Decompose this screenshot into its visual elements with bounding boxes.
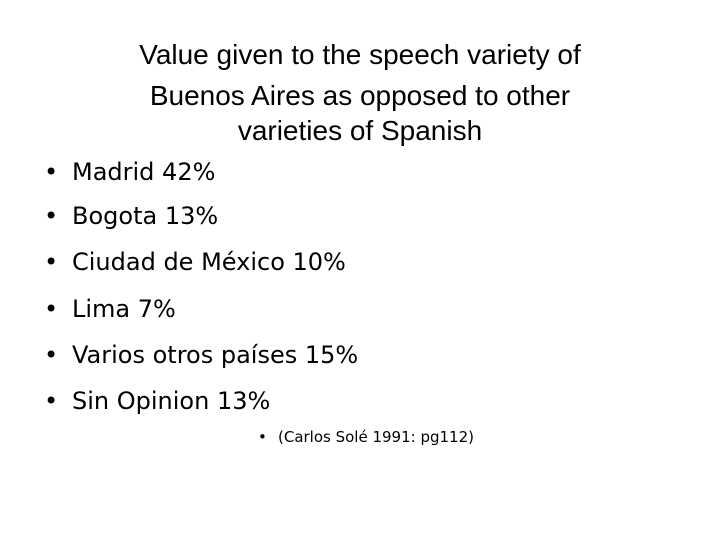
bullet-dot: • — [44, 295, 59, 323]
bullet-text: Sin Opinion 13% — [72, 387, 271, 415]
title-line: varieties of Spanish — [237, 115, 483, 146]
bullet-item: • Lima 7% — [44, 294, 176, 324]
bullet-text: Lima 7% — [72, 295, 176, 323]
bullet-dot: • — [44, 341, 59, 369]
title-line: Buenos Aires as opposed to other — [149, 80, 571, 111]
citation-text: (Carlos Solé 1991: pg112) — [278, 428, 474, 446]
bullet-dot: • — [44, 387, 59, 415]
title-line: Value given to the speech variety of — [139, 39, 581, 70]
bullet-item: • Madrid 42% — [44, 157, 215, 187]
bullet-text: Madrid 42% — [72, 158, 216, 186]
bullet-item: • Bogota 13% — [44, 201, 218, 231]
bullet-dot: • — [44, 248, 59, 276]
bullet-text: Bogota 13% — [72, 202, 219, 230]
bullet-dot: • — [44, 158, 59, 186]
citation: • (Carlos Solé 1991: pg112) — [258, 428, 474, 446]
bullet-item: • Sin Opinion 13% — [44, 386, 270, 416]
bullet-text: Ciudad de México 10% — [72, 248, 346, 276]
bullet-item: • Varios otros países 15% — [44, 340, 358, 370]
bullet-text: Varios otros países 15% — [72, 341, 359, 369]
bullet-item: • Ciudad de México 10% — [44, 247, 346, 277]
bullet-dot: • — [44, 202, 59, 230]
